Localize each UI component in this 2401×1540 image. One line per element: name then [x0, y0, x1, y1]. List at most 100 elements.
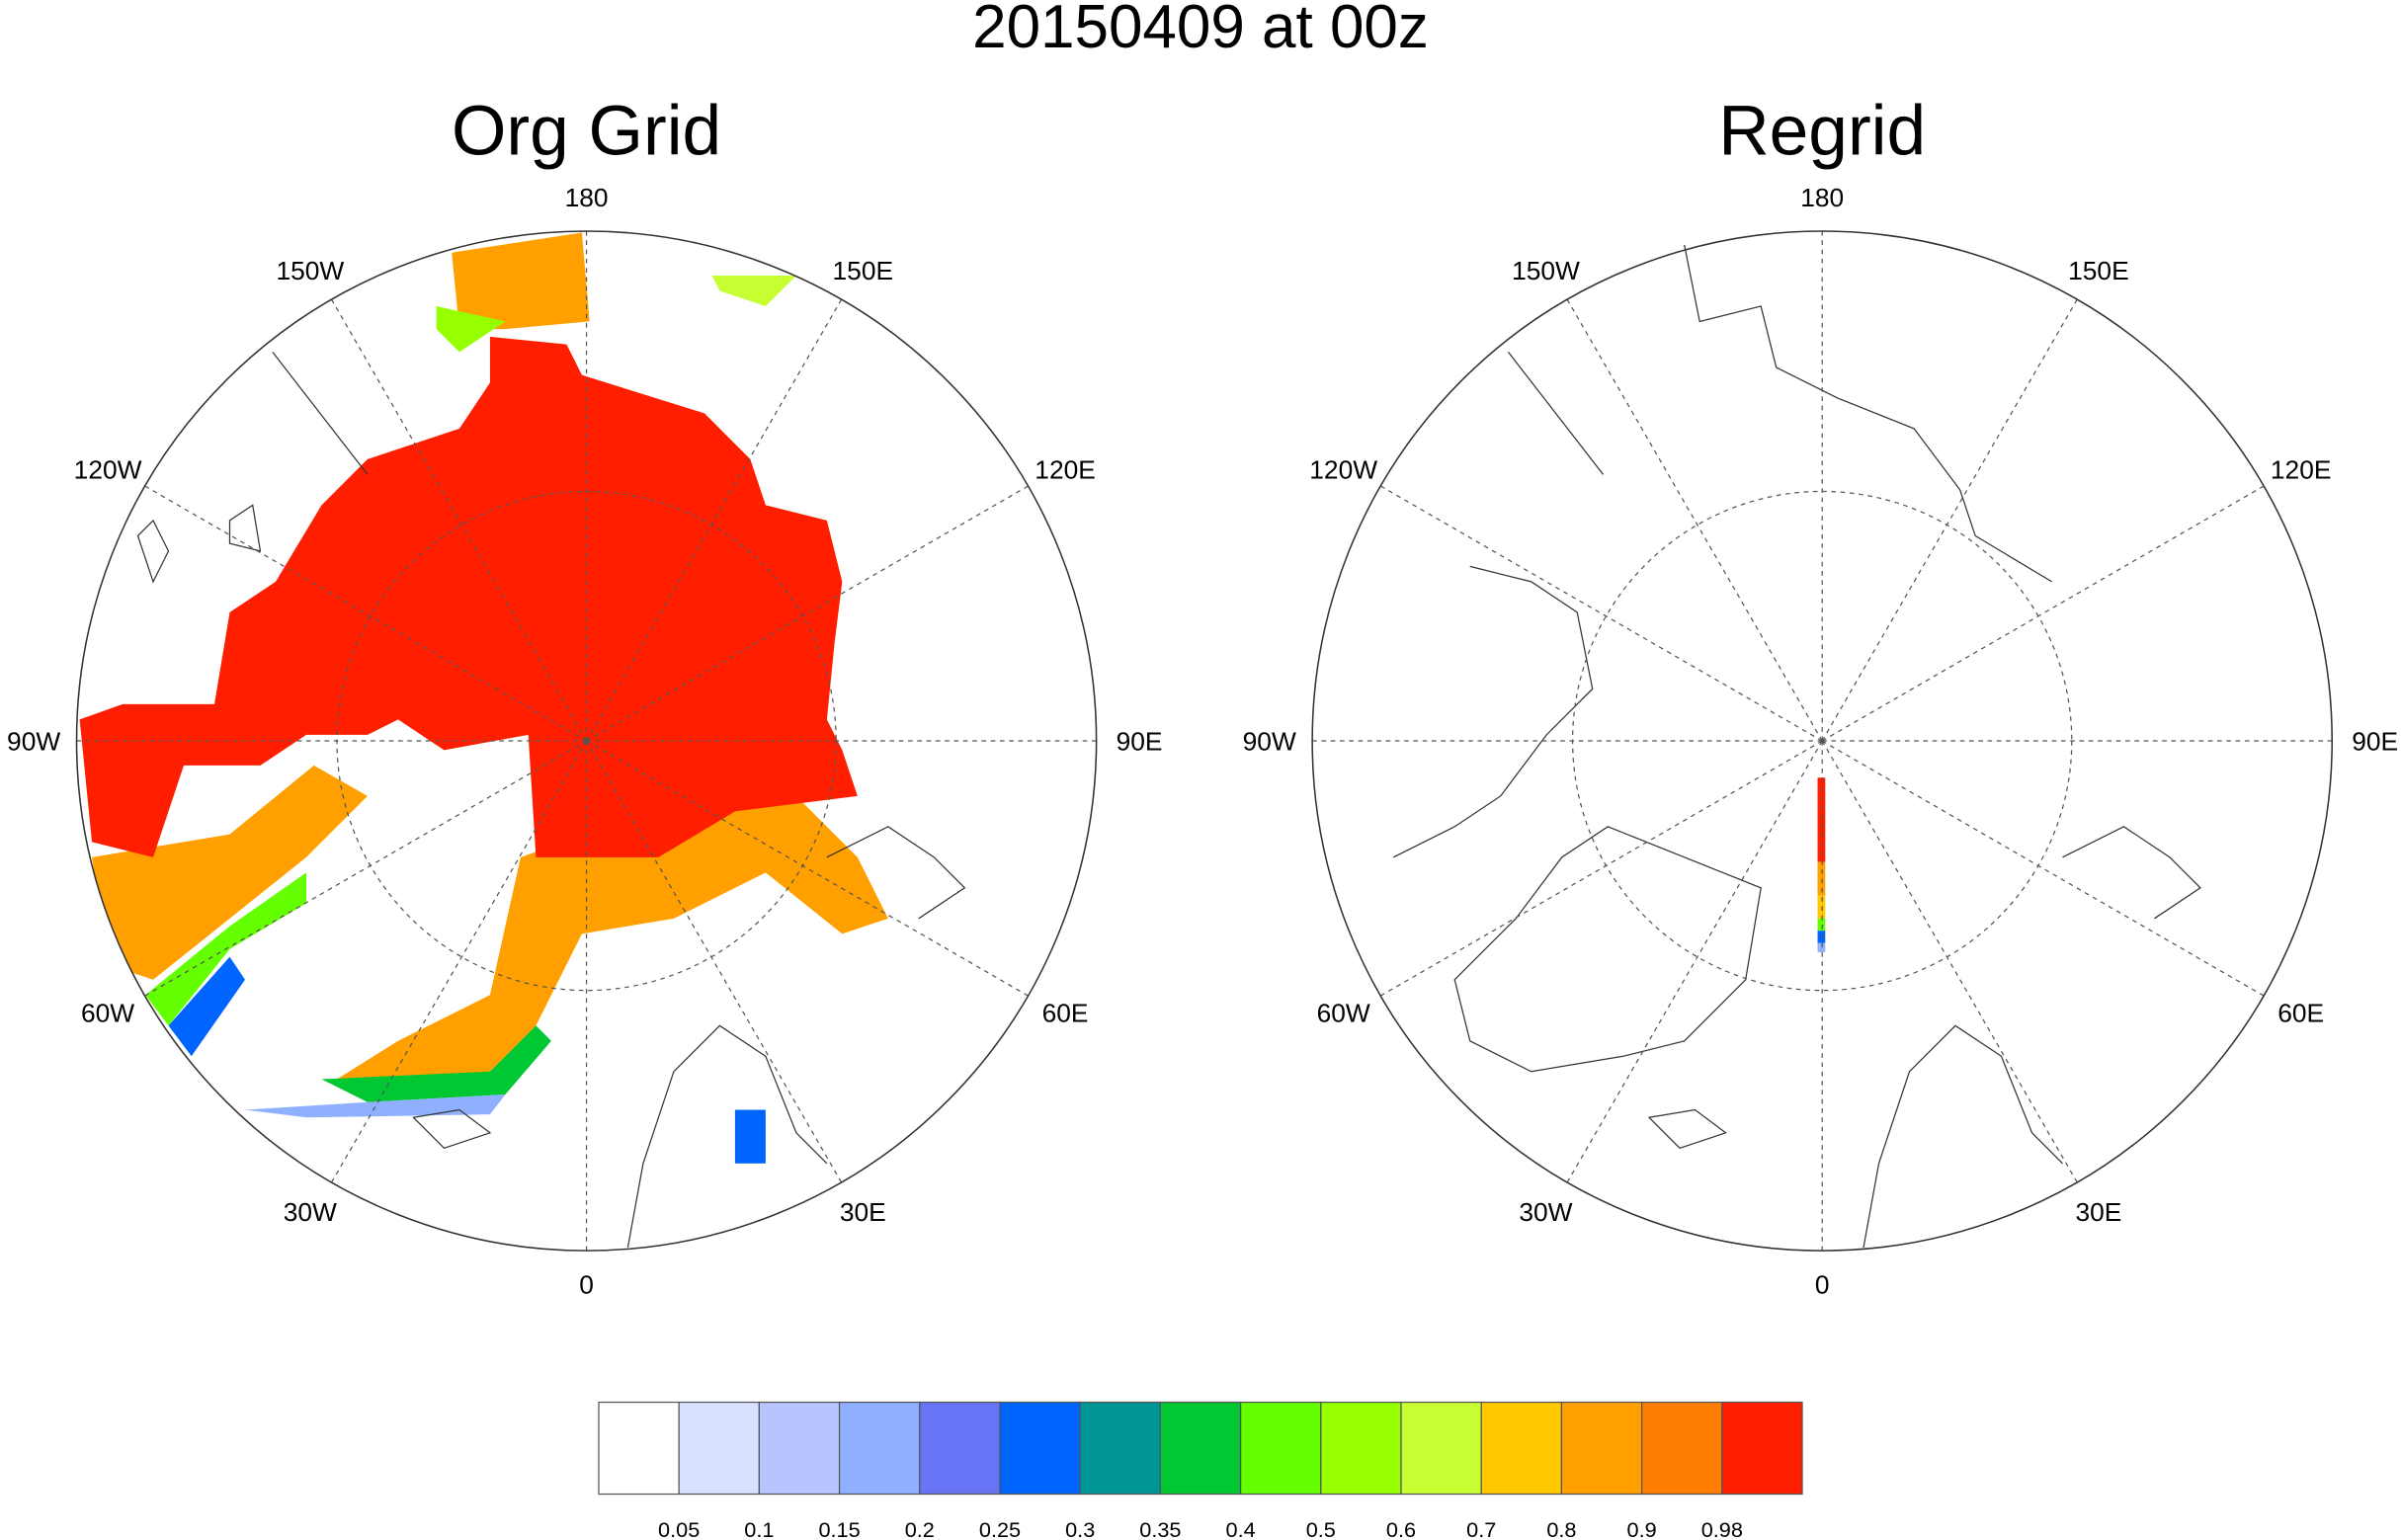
lon-label: 90W [7, 726, 60, 756]
graticule [1312, 231, 2333, 1252]
meridian-line [586, 740, 843, 1183]
lon-label: 90E [2352, 726, 2398, 756]
colorbar-box [758, 1401, 841, 1496]
meridian-line [1566, 298, 1823, 742]
lon-label: 30E [2075, 1197, 2121, 1227]
colorbar-label: 0.4 [1226, 1517, 1256, 1540]
meridian-line [1379, 485, 1823, 742]
ice-field-regrid [1817, 777, 1826, 952]
colorbar-label: 0.8 [1546, 1517, 1576, 1540]
panel-title: Org Grid [452, 92, 721, 171]
lon-label: 120W [74, 454, 142, 484]
map-boundary [75, 230, 1098, 1252]
lon-label: 120W [1309, 454, 1377, 484]
colorbar-box [1721, 1401, 1803, 1496]
colorbar-label: 0.5 [1306, 1517, 1336, 1540]
meridian-line [586, 740, 1029, 997]
lon-label: 120E [2271, 454, 2332, 484]
ice-blue-edge [168, 956, 245, 1057]
lon-label: 120E [1035, 454, 1096, 484]
ice-strip-yellow [1817, 895, 1826, 919]
lon-label: 30W [1519, 1197, 1572, 1227]
colorbar-label: 0.1 [744, 1517, 774, 1540]
colorbar: 0.05 0.1 0.15 0.2 0.25 0.3 0.35 0.4 0.5 0.6 0.7 0.8… [598, 1401, 1803, 1540]
colorbar-box [1159, 1401, 1242, 1496]
colorbar-label: 0.7 [1466, 1517, 1496, 1540]
colorbar-box [1641, 1401, 1723, 1496]
meridian-line [586, 485, 1029, 742]
colorbar-label: 0.3 [1065, 1517, 1095, 1540]
panel-regrid: Regrid 180 150E 120E 90E 60E 30E 0 30W 60W 90W 120… [1243, 92, 2398, 1300]
colorbar-box [919, 1401, 1001, 1496]
map-boundary [1311, 230, 2334, 1252]
ice-strip-orange [1817, 861, 1826, 896]
lon-label: 60W [1317, 998, 1370, 1027]
colorbar-box [1320, 1401, 1402, 1496]
meridian-line [331, 740, 588, 1183]
colorbar-box [1239, 1401, 1322, 1496]
lon-label: 60E [1042, 998, 1089, 1027]
ice-edge-green [321, 1025, 551, 1102]
meridian-line [1379, 740, 1823, 997]
meridian-line [144, 740, 587, 997]
coastlines [1392, 244, 2201, 1249]
colorbar-box [598, 1401, 680, 1496]
ice-strip-green [1817, 918, 1826, 932]
ice-red-core [79, 336, 858, 857]
colorbar-box [1079, 1401, 1162, 1496]
colorbar-box [678, 1401, 760, 1496]
lon-label: 30E [840, 1197, 886, 1227]
ice-edge-blue [244, 1094, 506, 1118]
colorbar-label: 0.15 [818, 1517, 860, 1540]
figure-title: 20150409 at 00z [972, 0, 1429, 61]
ice-orange-pacific [452, 232, 590, 330]
colorbar-label: 0.05 [658, 1517, 700, 1540]
lon-label: 30W [284, 1197, 337, 1227]
colorbar-label: 0.98 [1701, 1517, 1743, 1540]
graticule [76, 231, 1097, 1252]
meridian-line [1821, 485, 2265, 742]
meridian-line [1821, 740, 2078, 1183]
lon-label: 150E [833, 256, 894, 285]
lon-label: 60W [81, 998, 134, 1027]
meridian-line [1821, 298, 2078, 742]
lon-label: 90E [1117, 726, 1163, 756]
lon-label: 60E [2277, 998, 2324, 1027]
meridian-line [1821, 740, 2265, 997]
colorbar-label: 0.25 [979, 1517, 1021, 1540]
ice-strip-lightblue [1817, 942, 1826, 952]
ice-orange-barents [336, 795, 888, 1088]
lon-label: 150W [1512, 256, 1580, 285]
panel-title: Regrid [1718, 92, 1926, 171]
lon-label: 180 [1800, 183, 1844, 212]
ice-baltic [734, 1109, 766, 1164]
coastlines [136, 352, 966, 1249]
ice-yellow-pacific [711, 275, 796, 306]
meridian-line [144, 485, 587, 742]
lon-label: 0 [579, 1269, 594, 1299]
lon-label: 150E [2068, 256, 2129, 285]
meridian-line [1566, 740, 1823, 1183]
colorbar-box [838, 1401, 921, 1496]
lon-label: 90W [1243, 726, 1296, 756]
colorbar-box [1560, 1401, 1643, 1496]
colorbar-label: 0.35 [1139, 1517, 1181, 1540]
panel-org-grid: Org Grid 180 150E 120E 90E 60E 30E 0 30W 60W 90W 1… [7, 92, 1162, 1300]
ice-green-pacific [436, 305, 506, 353]
colorbar-box [1480, 1401, 1563, 1496]
lon-label: 180 [565, 183, 609, 212]
colorbar-label: 0.6 [1386, 1517, 1416, 1540]
lon-label: 0 [1815, 1269, 1830, 1299]
ice-field-org-grid [79, 232, 888, 1164]
colorbar-label: 0.2 [905, 1517, 935, 1540]
meridian-line [331, 298, 588, 742]
ice-strip-red [1817, 777, 1826, 862]
meridian-line [586, 298, 843, 742]
ice-orange-band [92, 765, 368, 980]
lon-label: 150W [276, 256, 344, 285]
colorbar-box [1400, 1401, 1482, 1496]
colorbar-label: 0.9 [1627, 1517, 1657, 1540]
colorbar-box [999, 1401, 1081, 1496]
ice-strip-blue [1817, 931, 1826, 943]
